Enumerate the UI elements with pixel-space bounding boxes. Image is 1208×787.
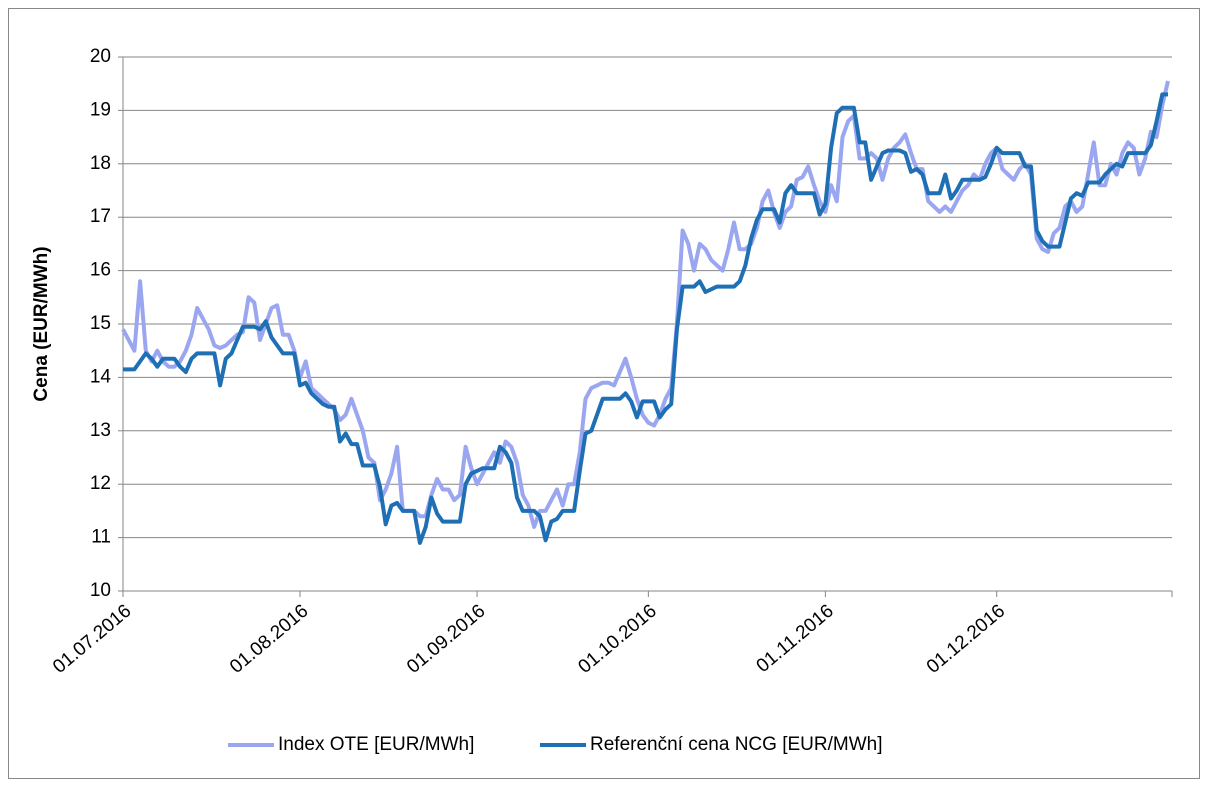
series-line bbox=[123, 92, 1168, 545]
y-tick-label: 17 bbox=[90, 206, 111, 227]
legend-label: Index OTE [EUR/MWh] bbox=[278, 734, 474, 755]
y-tick-label: 11 bbox=[91, 527, 111, 548]
legend-label: Referenční cena NCG [EUR/MWh] bbox=[590, 734, 882, 755]
y-tick-label: 19 bbox=[90, 99, 111, 120]
y-tick-label: 20 bbox=[90, 46, 111, 67]
chart-frame bbox=[8, 8, 1200, 779]
y-tick-label: 10 bbox=[90, 580, 111, 601]
y-tick-label: 13 bbox=[90, 420, 111, 441]
y-tick-label: 12 bbox=[90, 473, 111, 494]
y-tick-label: 18 bbox=[90, 153, 111, 174]
y-tick-label: 16 bbox=[90, 260, 111, 281]
y-tick-label: 15 bbox=[90, 313, 111, 334]
y-axis-title: Cena (EUR/MWh) bbox=[31, 246, 52, 401]
y-tick-label: 14 bbox=[90, 366, 112, 387]
